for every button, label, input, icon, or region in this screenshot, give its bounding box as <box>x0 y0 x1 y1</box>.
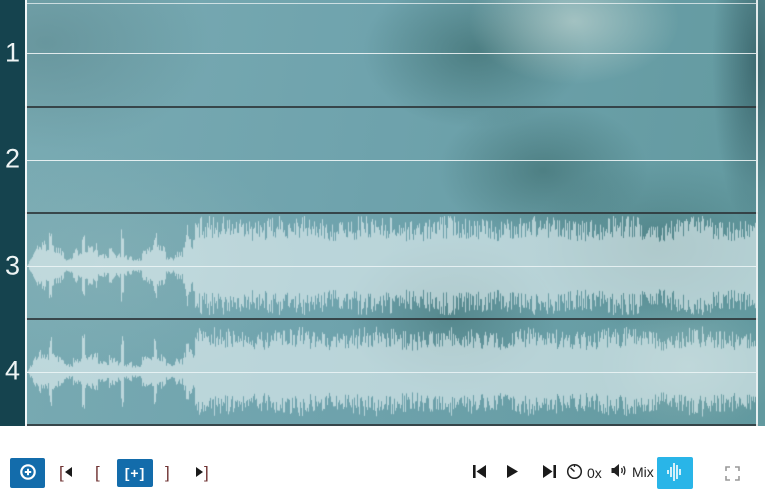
jump-region-start-button[interactable]: [ <box>59 462 73 482</box>
track1-top-line <box>27 3 756 4</box>
audio-waveform-toggle-button[interactable] <box>657 457 693 489</box>
playback-speed-button[interactable]: 0x <box>566 463 602 483</box>
timeline-row: 00:00:00:00 ] <box>0 426 765 456</box>
tracks-area[interactable]: 1 2 3 4 <box>0 0 765 426</box>
track-right-border <box>756 0 758 426</box>
arrow-right-bracket-icon: ] <box>195 464 209 481</box>
circle-plus-icon <box>19 463 37 484</box>
waveform-icon <box>666 462 684 485</box>
skip-to-end-button[interactable] <box>542 465 556 481</box>
bracket-plus-icon: [+] <box>124 465 146 481</box>
jump-region-end-button[interactable]: ] <box>195 462 209 482</box>
open-bracket-icon: [ <box>95 462 100 482</box>
track-number-3: 3 <box>4 250 21 281</box>
track-number-1: 1 <box>4 37 21 68</box>
close-bracket-icon: ] <box>165 462 170 482</box>
zoom-add-button[interactable] <box>10 458 45 488</box>
play-button[interactable] <box>507 465 519 481</box>
track-lane-2[interactable] <box>0 108 765 212</box>
skip-to-start-button[interactable] <box>473 465 487 481</box>
set-region-end-button[interactable]: ] <box>165 462 170 482</box>
mix-label: Mix <box>632 464 654 480</box>
track-separator <box>0 106 758 108</box>
bracket-arrow-left-icon: [ <box>59 464 73 481</box>
speed-label: 0x <box>587 465 602 481</box>
track-separator <box>0 318 758 320</box>
track-left-border <box>25 0 27 426</box>
add-region-button[interactable]: [+] <box>117 459 153 487</box>
bottom-toolbar: [ [ [+] ] ] <box>0 456 765 490</box>
track-separator <box>0 212 758 214</box>
skip-to-start-icon <box>473 465 487 481</box>
track-lane-1[interactable] <box>0 0 765 106</box>
mix-button[interactable]: Mix <box>611 463 654 481</box>
track1-center-line <box>27 53 756 54</box>
speaker-icon <box>611 463 628 481</box>
play-icon <box>507 465 519 481</box>
speedometer-icon <box>566 463 583 483</box>
fullscreen-button[interactable] <box>725 466 740 484</box>
track-number-2: 2 <box>4 143 21 174</box>
set-region-start-button[interactable]: [ <box>95 462 100 482</box>
track-number-4: 4 <box>4 355 21 386</box>
track2-center-line <box>27 160 756 161</box>
track3-waveform[interactable] <box>27 215 756 316</box>
track4-waveform[interactable] <box>27 321 756 422</box>
track-number-strip: 1 2 3 4 <box>0 0 25 426</box>
skip-to-end-icon <box>542 465 556 481</box>
fullscreen-icon <box>725 466 740 484</box>
track-separator <box>0 424 758 426</box>
